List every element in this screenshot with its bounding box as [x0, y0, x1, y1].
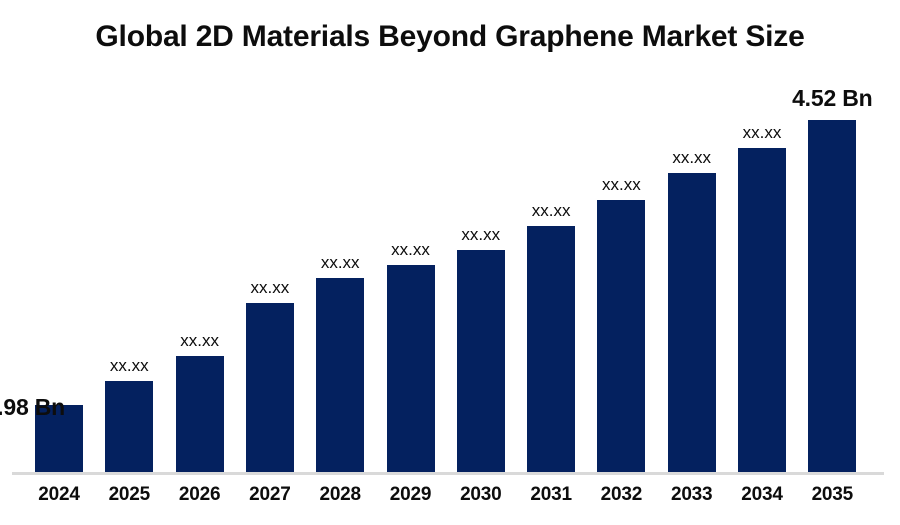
bar-group: xx.xx: [667, 0, 716, 473]
bar-value-label: xx.xx: [391, 240, 430, 259]
axis-baseline: [12, 472, 884, 475]
bar-value-label: xx.xx: [461, 225, 501, 244]
x-tick-label: 2034: [741, 484, 783, 505]
bar-value-label: xx.xx: [531, 201, 571, 220]
bar-group: xx.xx: [597, 0, 646, 473]
bar-group: xx.xx: [386, 0, 435, 473]
x-tick-label: 2025: [108, 484, 151, 505]
bar: [316, 278, 365, 473]
bar-value-label: xx.xx: [672, 148, 712, 167]
bar: [527, 226, 576, 473]
x-tick-label: 2032: [600, 484, 643, 505]
bar-value-label-endpoint: 2.98 Bn: [0, 394, 65, 420]
bar-group: 4.52 Bn: [792, 0, 873, 473]
bar-value-label: xx.xx: [250, 278, 290, 297]
x-axis: 2024 2025 2026 2027 2028 2029 2030 2031 2032 2033…: [0, 478, 900, 518]
chart-title: Global 2D Materials Beyond Graphene Mark…: [95, 20, 805, 53]
bar: [597, 200, 646, 473]
bar-group: xx.xx: [175, 0, 224, 473]
x-tick-label: 2029: [389, 484, 432, 505]
bar-group: 2.98 Bn: [0, 0, 83, 473]
bar: [738, 148, 786, 473]
bar: [667, 173, 716, 473]
x-tick-label: 2031: [530, 484, 572, 505]
bar-group: xx.xx: [456, 0, 505, 473]
x-tick-label: 2024: [38, 484, 80, 505]
bar: [456, 250, 505, 473]
bar: [105, 381, 154, 473]
bar-value-label: xx.xx: [742, 123, 782, 142]
bar-group: xx.xx: [245, 0, 294, 473]
plot-area: 2.98 Bn xx.xx xx.xx xx.xx xx.xx xx.xx xx.xx xx.…: [0, 0, 873, 473]
x-tick-label: 2033: [670, 484, 713, 505]
x-tick-label: 2027: [249, 484, 291, 505]
bar: [386, 265, 435, 473]
x-tick-label: 2035: [811, 484, 854, 505]
bar-value-label-endpoint: 4.52 Bn: [792, 85, 873, 111]
x-tick-label: 2028: [319, 484, 361, 505]
bar-group: xx.xx: [527, 0, 576, 473]
bar-value-label: xx.xx: [109, 356, 149, 375]
bar-value-label: xx.xx: [180, 331, 219, 350]
bar-group: xx.xx: [316, 0, 365, 473]
bar-group: xx.xx: [738, 0, 786, 473]
bar: [35, 405, 83, 473]
x-tick-label: 2026: [178, 484, 221, 505]
bar-value-label: xx.xx: [320, 253, 360, 272]
bar-group: xx.xx: [105, 0, 154, 473]
bar: [245, 303, 294, 473]
x-tick-label: 2030: [460, 484, 502, 505]
bar-value-label: xx.xx: [602, 175, 641, 194]
bar: [175, 356, 224, 473]
bar: [808, 120, 857, 473]
